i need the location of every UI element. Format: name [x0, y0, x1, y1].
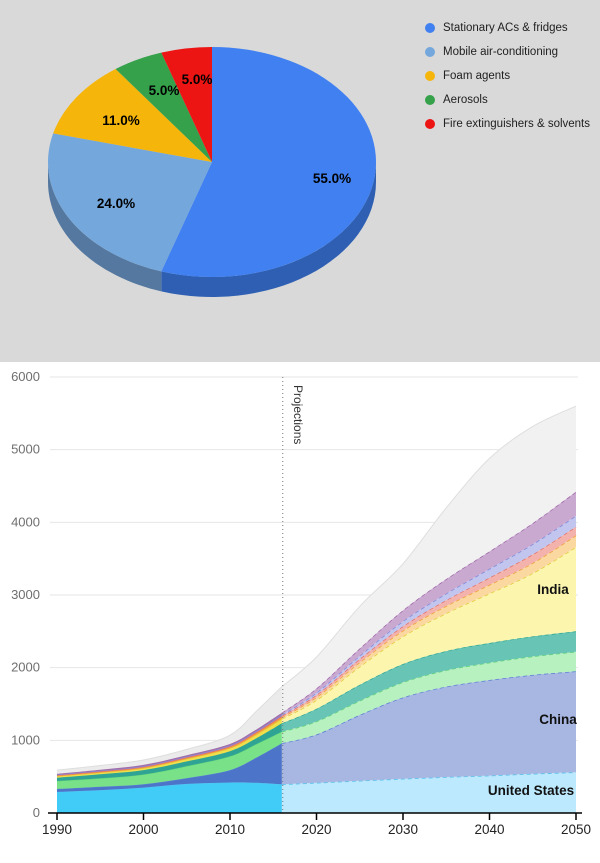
legend-item-foam-agents: Foam agents: [425, 64, 590, 88]
y-axis-tick-label: 6000: [11, 369, 40, 384]
pie-percent-label: 11.0%: [102, 113, 140, 128]
area-band: [57, 686, 282, 774]
area-band: [281, 547, 576, 724]
pie-percent-label: 5.0%: [149, 83, 180, 98]
pie-chart-panel: 55.0% 24.0% 11.0% 5.0% 5.0% Stationary ACs &…: [0, 0, 600, 362]
area-band: [57, 718, 282, 778]
y-axis-tick-label: 5000: [11, 442, 40, 457]
stacked-area-chart-canvas: 0 1000 2000 3000 4000 5000 6000 Projections 1990…: [11, 369, 591, 837]
area-band: [281, 515, 576, 716]
legend-item-stationary-acs: Stationary ACs & fridges: [425, 16, 590, 40]
legend-swatch-blue: [425, 23, 435, 33]
area-band: [281, 671, 576, 785]
x-axis-tick-label: 2000: [128, 822, 158, 837]
region-label-china: China: [539, 712, 577, 727]
legend-label: Stationary ACs & fridges: [443, 22, 568, 34]
area-band: [281, 526, 576, 718]
pie-slice-side: [47, 162, 162, 292]
x-axis-tick-label: 1990: [42, 822, 72, 837]
pie-slice: [161, 47, 212, 162]
legend-label: Mobile air-conditioning: [443, 46, 559, 58]
pie-slice: [161, 47, 377, 278]
y-axis-tick-label: 4000: [11, 514, 40, 529]
pie-percent-label: 55.0%: [313, 171, 351, 186]
area-band: [281, 631, 576, 732]
legend-swatch-green: [425, 95, 435, 105]
area-band: [281, 491, 576, 715]
legend-item-aerosols: Aerosols: [425, 88, 590, 112]
legend-swatch-red: [425, 119, 435, 129]
x-axis-tick-label: 2030: [388, 822, 418, 837]
area-band: [57, 743, 282, 792]
legend-item-fire-extinguishers: Fire extinguishers & solvents: [425, 112, 590, 136]
x-axis-tick-label: 2010: [215, 822, 245, 837]
area-band: [57, 782, 282, 813]
area-band-edge: [281, 630, 577, 724]
x-axis-tick-label: 2050: [561, 822, 591, 837]
legend-label: Aerosols: [443, 94, 488, 106]
pie-slice-side: [161, 162, 376, 297]
legend-label: Fire extinguishers & solvents: [443, 118, 591, 130]
region-label-united-states: United States: [488, 783, 574, 798]
pie-slice: [115, 52, 212, 162]
projections-label: Projections: [291, 385, 305, 444]
pie-percent-label: 5.0%: [182, 72, 213, 87]
area-band-edge: [56, 686, 283, 771]
pie-slice: [48, 133, 213, 272]
x-axis-tick-label: 2020: [301, 822, 331, 837]
pie-chart-canvas: 55.0% 24.0% 11.0% 5.0%5.0%: [47, 47, 377, 297]
pie-legend: Stationary ACs & fridges Mobile air-cond…: [425, 16, 590, 136]
region-label-india: India: [537, 582, 569, 597]
legend-swatch-lightblue: [425, 47, 435, 57]
area-band-edge: [281, 405, 577, 687]
area-band: [281, 406, 576, 713]
area-band: [57, 731, 282, 789]
area-band: [281, 651, 576, 744]
area-band: [57, 723, 282, 781]
y-axis-tick-label: 0: [33, 805, 40, 820]
legend-label: Foam agents: [443, 70, 511, 82]
legend-item-mobile-ac: Mobile air-conditioning: [425, 40, 590, 64]
y-axis-tick-label: 1000: [11, 732, 40, 747]
x-axis-tick-label: 2040: [474, 822, 504, 837]
pie-percent-label: 24.0%: [97, 196, 135, 211]
legend-swatch-yellow: [425, 71, 435, 81]
area-band-edge: [281, 650, 577, 733]
pie-slice: [53, 68, 213, 162]
area-band: [281, 535, 576, 719]
y-axis-tick-label: 3000: [11, 587, 40, 602]
area-chart-panel: 0 1000 2000 3000 4000 5000 6000 Projections 1990…: [0, 362, 600, 863]
y-axis-tick-label: 2000: [11, 660, 40, 675]
area-band: [281, 772, 576, 813]
